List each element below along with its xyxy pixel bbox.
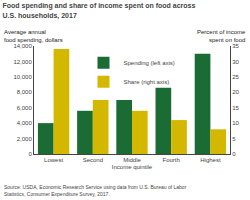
- svg-text:4,000: 4,000: [17, 120, 33, 126]
- svg-text:Share (right axis): Share (right axis): [124, 79, 170, 85]
- svg-text:Average annualfood spending, d: Average annualfood spending, dollars: [4, 29, 63, 43]
- svg-text:10,000: 10,000: [13, 74, 32, 80]
- svg-text:Second: Second: [83, 157, 103, 163]
- svg-text:8,000: 8,000: [17, 89, 33, 95]
- svg-text:Fourth: Fourth: [163, 157, 180, 163]
- svg-text:Lowest: Lowest: [44, 157, 63, 163]
- svg-text:15: 15: [232, 105, 239, 111]
- svg-text:Source: USDA, Economic Researc: Source: USDA, Economic Research Service …: [4, 184, 187, 197]
- svg-text:20: 20: [232, 89, 239, 95]
- svg-text:12,000: 12,000: [13, 59, 32, 65]
- svg-text:14,000: 14,000: [13, 43, 32, 49]
- svg-text:0: 0: [232, 151, 236, 157]
- svg-text:0: 0: [28, 151, 32, 157]
- svg-text:Middle: Middle: [123, 157, 141, 163]
- svg-text:30: 30: [232, 59, 239, 65]
- svg-text:10: 10: [232, 120, 239, 126]
- svg-text:6,000: 6,000: [17, 105, 33, 111]
- svg-text:Percent of incomespent on food: Percent of incomespent on food: [197, 29, 246, 43]
- svg-text:35: 35: [232, 43, 239, 49]
- svg-text:Highest: Highest: [200, 157, 221, 163]
- svg-text:2,000: 2,000: [17, 136, 33, 142]
- svg-text:Income quintile: Income quintile: [112, 164, 153, 170]
- svg-text:5: 5: [232, 136, 236, 142]
- svg-text:Spending (left axis): Spending (left axis): [124, 60, 175, 66]
- svg-text:Food spending and share of inc: Food spending and share of income spent …: [3, 2, 196, 19]
- svg-text:25: 25: [232, 74, 239, 80]
